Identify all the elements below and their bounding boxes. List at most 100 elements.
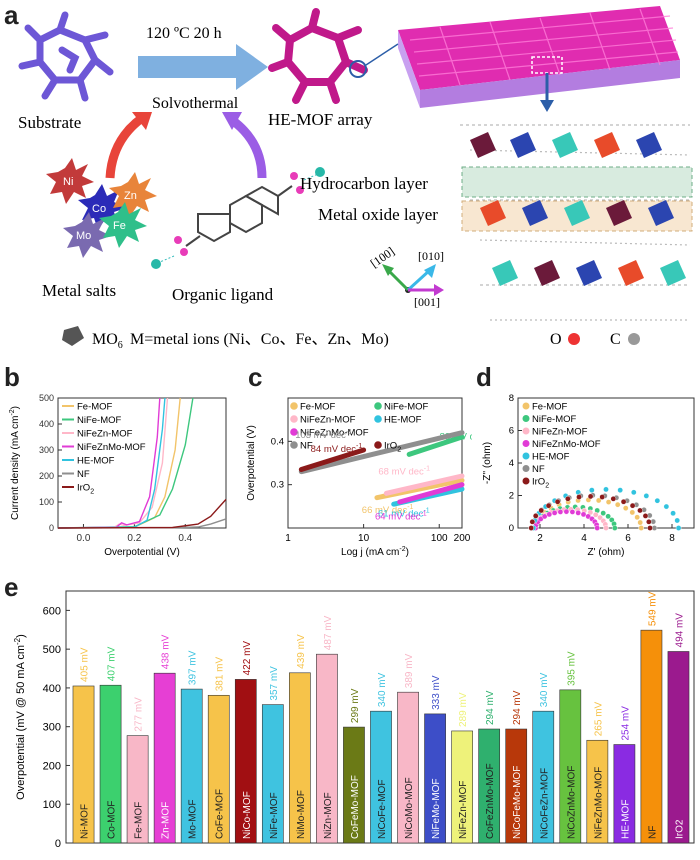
y-tick-label: 4 [509, 458, 514, 469]
bar-2 [126, 735, 149, 844]
eis-point-1 [600, 510, 607, 516]
bar-16 [505, 728, 528, 844]
legend-entry: IrO2 [384, 441, 401, 454]
legend-marker [522, 452, 530, 460]
x-axis-label: Overpotential (V) [104, 547, 180, 558]
legend-entry: Fe-MOF [300, 402, 336, 413]
eis-point-0 [605, 499, 612, 505]
legend-entry: NiFe-MOF [532, 414, 577, 425]
y-tick-label: 200 [43, 760, 61, 772]
legend-entry: NF [532, 464, 545, 475]
bar-category-label: NiFeMo-MOF [431, 778, 442, 839]
legend-entry: IrO2 [77, 483, 94, 496]
axis-100-label: [100] [368, 244, 397, 270]
hydrocarbon-layer-label: Hydrocarbon layer [300, 174, 428, 193]
tafel-slope-label: 103 mV dec-1 [295, 429, 352, 441]
bar-3 [153, 672, 176, 844]
eis-point-6 [642, 513, 649, 519]
bar-category-label: NiCoZnMo-MOF [566, 766, 577, 839]
tafel-slope-label: 64 mV dec-1 [375, 510, 427, 522]
tafel-line-1 [406, 434, 465, 457]
bar-14 [451, 730, 473, 844]
bar-category-label: Ni-MOF [80, 804, 91, 839]
purple-curved-arrow [229, 116, 267, 179]
eis-point-4 [654, 497, 661, 504]
x-tick-label: 10 [358, 533, 370, 544]
x-tick-label: 0.4 [178, 533, 192, 544]
eis-point-6 [545, 502, 552, 509]
bar-17 [532, 710, 555, 844]
x-tick-label: 2 [537, 533, 543, 544]
eis-point-4 [589, 487, 595, 493]
bar-category-label: CoFeMo-MOF [350, 775, 361, 839]
eis-point-3 [541, 513, 548, 520]
eis-point-3 [557, 509, 564, 515]
crystal-axes-icon [382, 264, 444, 296]
legend-o: O [550, 331, 562, 348]
chart-b-lsv: 0.0 0.2 0.4 0 100 200 300 400 500 Overpotential (… [9, 393, 227, 558]
eis-point-6 [637, 507, 643, 514]
organic-ligand-icon [185, 185, 293, 247]
legend-entry: HE-MOF [384, 415, 422, 426]
bar-value-label: 397 mV [188, 650, 199, 685]
bar-value-label: 277 mV [134, 697, 145, 732]
panel-a-label: a [4, 0, 19, 30]
tafel-line-2 [383, 473, 465, 496]
eis-point-6 [528, 525, 535, 531]
legend-marker [522, 440, 530, 447]
bar-value-label: 299 mV [350, 688, 361, 723]
panel-e-label: e [4, 572, 19, 602]
x-axis-label: Log j (mA cm-2) [341, 546, 409, 558]
y-tick-label: 0.3 [271, 480, 284, 491]
eis-point-6 [554, 498, 561, 505]
eis-point-3 [594, 525, 600, 531]
bar-category-label: NiCoMo-MOF [404, 777, 415, 839]
eis-point-4 [643, 493, 650, 499]
legend-entry: HE-MOF [77, 456, 115, 467]
bar-12 [397, 691, 419, 844]
bar-value-label: 395 mV [566, 651, 577, 686]
y-tick-label: 200 [39, 471, 54, 481]
metal-salt-stars: Ni Co Zn Mo Fe [46, 158, 157, 258]
bar-category-label: Fe-MOF [134, 802, 145, 839]
tafel-slope-label: 61 mV dec-1 [378, 508, 430, 520]
eis-point-6 [576, 494, 582, 500]
eis-point-3 [551, 510, 558, 516]
eis-point-3 [546, 511, 553, 518]
chart-d-eis: 2 4 6 8 0 2 4 6 8 Z' (ohm) -Z'' (ohm) Fe-MOFNiFe-MO… [482, 393, 695, 558]
bar-category-label: Zn-MOF [161, 802, 172, 839]
y-tick-label: 0.4 [271, 436, 284, 447]
tafel-slope-label: 84 mV dec-1 [311, 443, 363, 455]
substrate-icon [18, 11, 114, 102]
bar-21 [640, 629, 663, 844]
legend-marker [522, 427, 530, 435]
carbon-atom-icon [628, 333, 640, 345]
eis-point-1 [605, 513, 611, 520]
series-line-3 [57, 397, 161, 529]
legend-entry: NiFeZnMo-MOF [77, 442, 146, 453]
bar-category-label: NiCoFeMo-MOF [512, 766, 523, 839]
tafel-line-5 [298, 430, 465, 475]
mof-array-block [398, 6, 680, 108]
legend-marker [290, 415, 298, 423]
legend-marker [290, 428, 298, 436]
bar-value-label: 289 mV [458, 692, 469, 727]
eis-point-6 [646, 519, 652, 525]
bar-value-label: 294 mV [485, 690, 496, 725]
bar-7 [261, 704, 284, 844]
bar-4 [180, 688, 203, 844]
bar-value-label: 294 mV [512, 690, 523, 725]
bar-value-label: 333 mV [431, 675, 442, 710]
axis-010-label: [010] [418, 249, 444, 263]
ion-fe: Fe [113, 220, 126, 232]
legend-mo6: MO6 [92, 331, 123, 351]
bar-5 [207, 694, 230, 844]
eis-point-0 [614, 501, 621, 508]
method-label: Solvothermal [152, 95, 239, 112]
zoom-circle [349, 60, 367, 78]
bar-11 [370, 710, 392, 844]
metal-oxide-layer-label: Metal oxide layer [318, 205, 438, 224]
bar-value-label: 494 mV [674, 613, 685, 648]
legend-marker [522, 477, 530, 485]
eis-point-4 [675, 525, 682, 531]
